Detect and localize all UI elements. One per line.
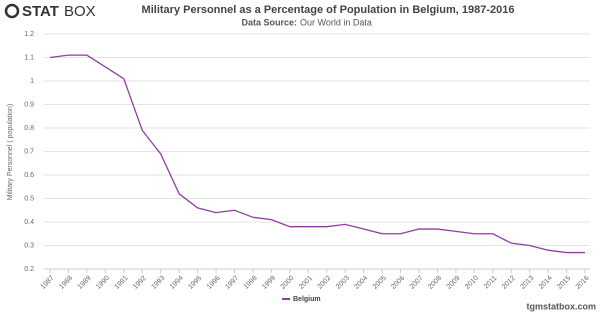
- x-tick-label: 2008: [427, 275, 443, 291]
- x-tick-label: 1992: [132, 275, 148, 291]
- x-tick-label: 2010: [464, 275, 480, 291]
- y-tick-label: 0.8: [24, 125, 34, 132]
- y-tick-label: 0.5: [24, 195, 34, 202]
- x-tick-label: 2016: [575, 275, 591, 291]
- x-tick-label: 1994: [169, 275, 185, 291]
- y-tick-label: 1.1: [24, 54, 34, 61]
- x-tick-label: 2004: [353, 275, 369, 291]
- y-tick-label: 1: [30, 78, 34, 85]
- x-tick-label: 1987: [40, 275, 56, 291]
- x-tick-label: 1995: [187, 275, 203, 291]
- x-tick-label: 2009: [446, 275, 462, 291]
- x-tick-label: 1998: [243, 275, 259, 291]
- chart-title: Military Personnel as a Percentage of Po…: [142, 4, 515, 16]
- legend-label: Belgium: [293, 296, 321, 303]
- logo-light: BOX: [64, 3, 96, 20]
- x-tick-label: 2012: [501, 275, 517, 291]
- line-series: [49, 54, 585, 254]
- x-tick-label: 2003: [335, 275, 351, 291]
- y-tick-label: 0.3: [24, 242, 34, 249]
- x-tick-label: 1989: [77, 275, 93, 291]
- x-tick-label: 2011: [483, 275, 499, 291]
- y-axis-label: Military Personnel ( population): [7, 104, 14, 201]
- x-tick-label: 1996: [206, 275, 222, 291]
- x-tick-label: 2000: [280, 275, 296, 291]
- x-tick-label: 1991: [114, 275, 130, 291]
- watermark: tgmstatbox.com: [526, 301, 596, 311]
- y-tick-label: 0.7: [24, 148, 34, 155]
- x-tick-label: 1993: [150, 275, 166, 291]
- source-label: Data Source:: [241, 17, 297, 27]
- logo-icon: [4, 3, 20, 19]
- x-tick-label: 1997: [224, 275, 240, 291]
- y-tick-label: 1.2: [24, 31, 34, 38]
- y-tick-label: 0.2: [24, 266, 34, 273]
- x-tick-label: 2014: [538, 275, 554, 291]
- x-tick-label: 2006: [390, 275, 406, 291]
- x-tick-label: 2001: [298, 275, 314, 291]
- x-tick-label: 2002: [316, 275, 332, 291]
- logo-bold: STAT: [22, 3, 59, 20]
- source: Our World in Data: [300, 17, 372, 27]
- x-tick-label: 2013: [519, 275, 535, 291]
- x-tick-label: 1999: [261, 275, 277, 291]
- x-tick-label: 1990: [95, 275, 111, 291]
- y-tick-label: 0.6: [24, 172, 34, 179]
- x-tick-label: 1988: [58, 275, 74, 291]
- y-tick-label: 0.4: [24, 219, 34, 226]
- x-tick-label: 2007: [409, 275, 425, 291]
- x-tick-label: 2015: [556, 275, 572, 291]
- x-tick-label: 2005: [372, 275, 388, 291]
- logo: STAT BOX: [4, 3, 96, 20]
- y-tick-label: 0.9: [24, 101, 34, 108]
